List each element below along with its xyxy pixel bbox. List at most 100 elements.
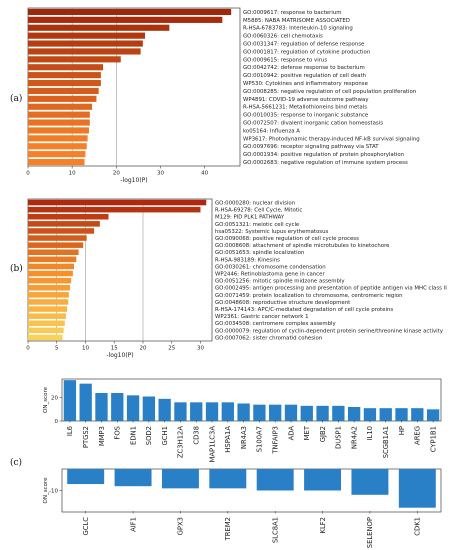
panel-b-term-label: M129: PID PLK1 PATHWAY (215, 215, 285, 221)
panel-a-term-label: GO:0001817: regulation of cytokine produ… (243, 49, 370, 55)
panel-a-term-label: R-HSA-6783783: Interleukin-10 signaling (243, 26, 353, 32)
panel-c-positive-bar (253, 404, 266, 421)
panel-b-bar (28, 277, 72, 284)
on-score-negative-chart: GCLC AIF1 GPX3 TREM2 SLC8A1 KLF2 SELENOP CDK1 -1… (43, 468, 442, 548)
panel-a-term-label: WP4891: COVID-19 adverse outcome pathway (243, 97, 369, 103)
panel-c-positive-bar (411, 408, 424, 421)
panel-a-term-label: GO:0072507: divalent inorganic cation ho… (243, 120, 383, 126)
panel-b-bar (28, 199, 207, 206)
panel-b-x-axis-label: -log10(P) (106, 352, 133, 359)
panel-b-term-label: R-HSA-983189: Kinesins (215, 257, 280, 263)
panel-c-negative-gene-label: TREM2 (224, 517, 232, 541)
panel-b-term-label: WP2361: Gastric cancer network 1 (215, 314, 309, 320)
panel-c-positive-gene-label: ADA (287, 426, 295, 441)
panel-a-bar (28, 87, 99, 95)
panel-a-term-label: WP3617: Photodynamic therapy-induced NF-… (243, 136, 420, 142)
panel-a-tick-label: 10 (69, 171, 76, 177)
panel-c-positive-gene-label: SOD2 (145, 426, 153, 445)
panel-c-negative-bar (398, 469, 436, 508)
panel-c-positive-gene-label: HP (398, 426, 406, 435)
panel-a-bar (28, 143, 87, 150)
panel-c-positive-gene-label: MET (303, 425, 311, 440)
enrichment-chart-b: GO:0000280: nuclear division R-HSA-69278:… (26, 198, 447, 359)
panel-b-term-label: GO:0030261: chromosome condensation (215, 264, 326, 270)
panel-b-tick-label: 30 (197, 346, 204, 352)
panel-a-bar (28, 48, 141, 55)
panel-c-positive-gene-label: MAP1LC3A (208, 426, 216, 463)
panel-c-positive-gene-label: SCGB1A1 (382, 426, 390, 458)
panel-c-positive-gene-label: HSPA1A (224, 426, 232, 453)
panel-b-term-label: GO:0000280: nuclear division (215, 200, 295, 206)
panel-c-positive-y-tick-label: 0 (55, 419, 59, 425)
panel-label-b: (b) (10, 263, 23, 274)
panel-b-bar (28, 299, 69, 305)
panel-a-bar (28, 127, 89, 134)
panel-b-bar (28, 221, 100, 227)
panel-a-bar (28, 40, 143, 47)
panel-c-positive-bar (174, 402, 187, 421)
panel-b-term-label: GO:0034508: centromere complex assembly (215, 321, 337, 327)
panel-b-bar (28, 263, 74, 270)
panel-c-positive-bar (284, 404, 298, 421)
panel-b-tick-label: 5 (55, 346, 59, 352)
panel-label-c: (c) (10, 457, 22, 468)
panel-c-positive-bar (79, 383, 92, 421)
panel-b-term-label: hsa05322: Systemic lupus erythematosus (215, 229, 329, 235)
panel-c-negative-bar (351, 469, 389, 495)
panel-b-tick-label: 20 (140, 346, 147, 352)
panel-c-negative-gene-label: AIF1 (129, 517, 137, 532)
panel-a-term-label: GO:0010035: response to inorganic substa… (243, 113, 369, 119)
panel-c-positive-bar (332, 405, 345, 421)
panel-c-negative-y-tick-label: -10 (49, 489, 58, 495)
panel-a-term-label: GO:0042742: defense response to bacteriu… (243, 65, 365, 71)
panel-a-plot-frame (27, 7, 241, 167)
panel-c-positive-gene-label: TNFAIP3 (271, 426, 279, 455)
panel-b-bar (28, 284, 70, 291)
panel-a-term-label: M5885: NABA MATRISOME ASSOCIATED (243, 18, 350, 24)
panel-a-term-label: GO:0002683: negative regulation of immun… (243, 160, 408, 166)
panel-c-positive-gene-label: IL10 (366, 426, 374, 440)
panel-c-positive-bar (63, 380, 77, 421)
panel-b-term-label: GO:0008608: attachment of spindle microt… (215, 243, 390, 249)
panel-b-term-label: GO:0000079: regulation of cyclin-depende… (215, 328, 444, 334)
panel-a-term-label: GO:0001934: positive regulation of prote… (243, 152, 404, 158)
panel-a-bar (28, 95, 97, 102)
panel-c-positive-gene-label: MMP3 (98, 426, 106, 446)
panel-c-positive-gene-label: NR4A2 (350, 426, 358, 449)
panel-a-bar (28, 111, 90, 118)
panel-a-tick-label: 0 (26, 171, 30, 177)
panel-a-x-axis-label: -log10(P) (120, 177, 147, 184)
panel-c-positive-gene-label: EDN1 (129, 426, 137, 445)
panel-b-bar (28, 270, 73, 277)
panel-c-negative-bar (114, 469, 152, 487)
panel-b-term-label: GO:0071459: protein localization to chro… (215, 293, 403, 299)
panel-a-bar (28, 103, 93, 110)
panel-c-negative-gene-label: SLC8A1 (271, 517, 279, 543)
panel-c-positive-gene-label: CYP1B1 (429, 426, 437, 452)
panel-c-positive-gene-label: GJB2 (319, 426, 327, 442)
panel-a-term-label: GO:0009615: response to virus (243, 57, 327, 63)
panel-b-bar (28, 306, 68, 312)
panel-b-tick-label: 15 (111, 346, 118, 352)
panel-a-bar (28, 24, 170, 31)
panel-c-positive-bar (205, 402, 219, 421)
panel-a-bar (28, 16, 223, 23)
panel-c-negative-gene-label: KLF2 (319, 517, 327, 533)
panel-c-positive-bar (190, 402, 203, 421)
panel-c-negative-bar (304, 469, 342, 491)
panel-a-bar (28, 158, 85, 166)
panel-a-bar (28, 8, 232, 16)
panel-c-positive-bar (95, 393, 108, 421)
panel-b-plot-frame (27, 198, 213, 342)
panel-a-term-label: WP530: Cytokines and inflammatory respon… (243, 81, 369, 87)
panel-b-bar (28, 206, 201, 213)
panel-b-bar (28, 313, 66, 319)
panel-c-positive-gene-label: PTGS2 (82, 426, 90, 448)
panel-label-a: (a) (10, 93, 22, 104)
panel-b-bar (28, 320, 65, 327)
panel-c-positive-bar (300, 405, 313, 421)
panel-b-bar (28, 228, 95, 234)
panel-a-term-label: GO:0008285: negative regulation of cell … (243, 89, 416, 95)
panel-a-bar (28, 119, 90, 126)
panel-b-bar (28, 256, 77, 263)
